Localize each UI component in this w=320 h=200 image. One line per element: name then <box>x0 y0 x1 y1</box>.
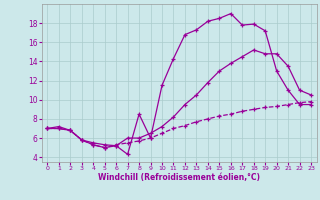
X-axis label: Windchill (Refroidissement éolien,°C): Windchill (Refroidissement éolien,°C) <box>98 173 260 182</box>
